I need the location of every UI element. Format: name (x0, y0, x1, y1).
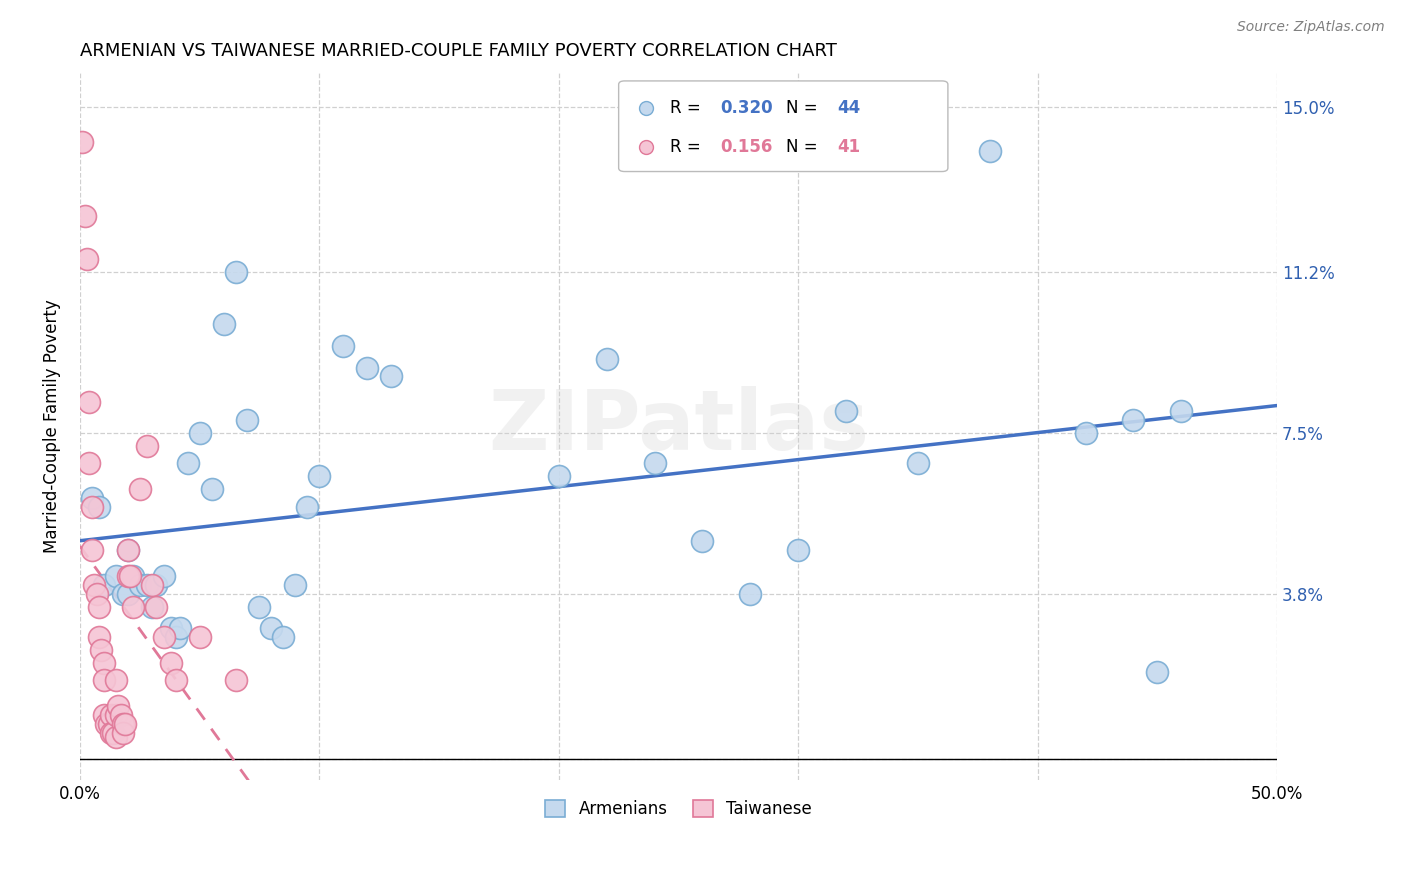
Point (128, 483, 150, 497)
Point (72, 135, 94, 149)
Point (93, 578, 115, 592)
Point (76, 252, 98, 267)
Point (225, 265, 247, 279)
Point (1170, 404, 1192, 418)
Point (356, 360, 378, 375)
Point (308, 469, 330, 483)
Point (1074, 425, 1097, 440)
Point (87, 500, 110, 514)
Point (96, 716, 118, 731)
Point (117, 543, 139, 558)
Point (145, 578, 167, 592)
Point (740, 586, 762, 600)
Point (79, 456, 101, 470)
Text: 41: 41 (838, 138, 860, 156)
Point (787, 543, 810, 558)
Point (111, 716, 134, 731)
Point (111, 725, 134, 739)
Point (120, 569, 142, 583)
Point (835, 404, 858, 418)
Point (121, 599, 143, 614)
FancyBboxPatch shape (619, 81, 948, 171)
Point (100, 708, 122, 723)
Point (188, 425, 211, 440)
Point (273, 630, 295, 644)
Point (176, 456, 198, 470)
Point (104, 673, 127, 688)
Point (135, 439, 157, 453)
Point (97, 716, 120, 731)
Point (260, 621, 283, 635)
Point (152, 630, 174, 644)
Point (117, 569, 139, 583)
Text: 0.156: 0.156 (720, 138, 773, 156)
Point (595, 352, 617, 367)
Point (236, 413, 259, 427)
Point (87, 599, 110, 614)
Point (83, 578, 105, 592)
Point (1122, 413, 1144, 427)
Point (121, 569, 143, 583)
Point (103, 725, 125, 739)
Point (907, 456, 929, 470)
Point (225, 673, 247, 688)
Text: Source: ZipAtlas.com: Source: ZipAtlas.com (1237, 20, 1385, 34)
Point (79, 395, 101, 409)
Text: N =: N = (786, 138, 823, 156)
Point (200, 483, 222, 497)
Point (104, 569, 127, 583)
Point (212, 318, 235, 332)
Point (145, 599, 167, 614)
Point (80, 500, 103, 514)
Point (114, 716, 136, 731)
Point (86, 586, 108, 600)
Text: R =: R = (671, 99, 706, 117)
Point (297, 500, 319, 514)
Point (160, 621, 183, 635)
Point (644, 456, 666, 470)
Point (111, 586, 134, 600)
Point (152, 569, 174, 583)
Point (284, 578, 307, 592)
Point (104, 708, 127, 723)
Point (93, 673, 115, 688)
Text: 44: 44 (838, 99, 860, 117)
Point (165, 673, 187, 688)
Legend: Armenians, Taiwanese: Armenians, Taiwanese (538, 794, 818, 825)
Point (249, 599, 271, 614)
Point (1146, 665, 1168, 679)
Text: ARMENIAN VS TAIWANESE MARRIED-COUPLE FAMILY POVERTY CORRELATION CHART: ARMENIAN VS TAIWANESE MARRIED-COUPLE FAM… (80, 42, 837, 60)
Point (110, 708, 132, 723)
Point (107, 699, 129, 714)
Point (100, 725, 122, 739)
Point (169, 621, 191, 635)
Point (80, 543, 103, 558)
Point (979, 144, 1001, 158)
Point (87, 630, 110, 644)
Point (80, 491, 103, 505)
Point (104, 730, 127, 744)
Point (128, 578, 150, 592)
Point (547, 469, 569, 483)
Text: ZIPatlas: ZIPatlas (488, 386, 869, 467)
Point (692, 534, 714, 549)
Point (135, 578, 157, 592)
Point (141, 578, 163, 592)
Text: N =: N = (786, 99, 823, 117)
Point (160, 656, 183, 670)
Point (332, 339, 354, 353)
Point (73, 209, 96, 223)
Point (93, 708, 115, 723)
Point (90, 643, 112, 657)
Point (380, 369, 402, 384)
Point (117, 543, 139, 558)
Y-axis label: Married-Couple Family Poverty: Married-Couple Family Poverty (44, 300, 60, 553)
Point (188, 630, 211, 644)
Text: 0.320: 0.320 (720, 99, 773, 117)
Text: R =: R = (671, 138, 706, 156)
Point (117, 586, 139, 600)
Point (141, 599, 163, 614)
Point (93, 656, 115, 670)
Point (165, 630, 187, 644)
